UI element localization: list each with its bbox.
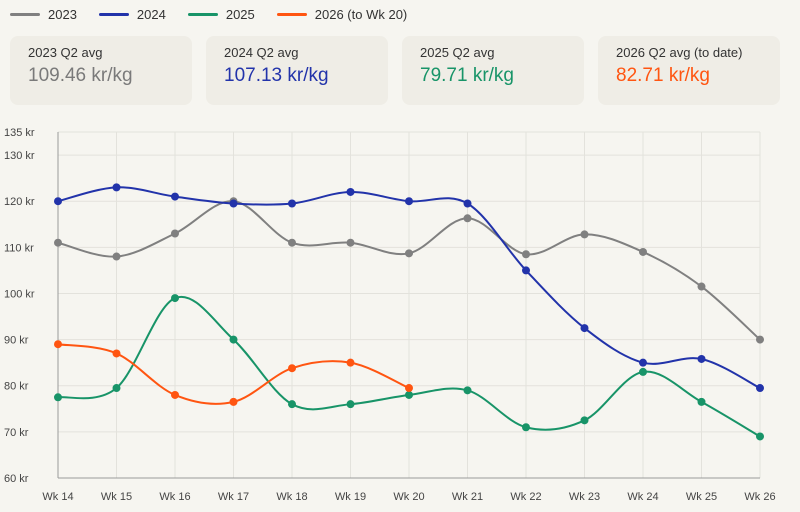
legend-swatch-2023 — [10, 12, 40, 16]
y-tick-label: 70 kr — [4, 427, 29, 439]
data-point-2023 — [697, 282, 706, 291]
legend-swatch-2026 — [276, 12, 307, 16]
legend-item-2025[interactable]: 2025 — [187, 6, 255, 22]
data-point-2024 — [697, 354, 706, 363]
data-point-2025 — [346, 400, 355, 409]
data-point-2026 — [112, 349, 121, 358]
data-point-2025 — [112, 384, 121, 393]
data-point-2025 — [697, 397, 706, 406]
summary-card-2024: 2024 Q2 avg 107.13 kr/kg — [206, 36, 388, 105]
x-tick-label: Wk 24 — [627, 491, 658, 503]
data-point-2023 — [639, 247, 647, 256]
data-point-2024 — [171, 192, 179, 201]
data-point-2026 — [346, 358, 355, 367]
card-title-2023: 2023 Q2 avg — [28, 45, 103, 60]
data-point-2025 — [639, 367, 647, 376]
data-point-2023 — [171, 229, 179, 238]
data-point-2024 — [54, 197, 62, 206]
data-point-2025 — [54, 393, 62, 402]
data-point-2026 — [288, 364, 296, 373]
data-point-2024 — [580, 324, 589, 333]
legend-label-2026: 2026 (to Wk 20) — [314, 6, 408, 22]
legend-item-2026[interactable]: 2026 (to Wk 20) — [276, 6, 408, 22]
summary-card-2023: 2023 Q2 avg 109.46 kr/kg — [10, 36, 192, 105]
x-tick-label: Wk 21 — [452, 491, 483, 503]
data-point-2023 — [288, 238, 296, 247]
data-point-2026 — [171, 390, 179, 399]
y-tick-label: 90 kr — [4, 335, 29, 347]
card-value-2024: 107.13 kr/kg — [224, 65, 329, 86]
line-chart: 60 kr 70 kr 80 kr 90 kr 100 kr 110 kr 120 kr 13… — [4, 127, 776, 503]
data-point-2025 — [580, 416, 589, 425]
data-point-2024 — [405, 197, 413, 206]
data-point-2024 — [229, 199, 238, 208]
data-point-2024 — [288, 199, 296, 208]
y-tick-label: 60 kr — [4, 473, 29, 485]
data-point-2024 — [756, 384, 764, 393]
data-point-2026 — [405, 384, 413, 393]
data-point-2025 — [288, 400, 296, 409]
card-value-2023: 109.46 kr/kg — [28, 65, 133, 86]
x-tick-label: Wk 17 — [218, 491, 249, 503]
legend-label-2024: 2024 — [136, 6, 166, 22]
data-point-2024 — [522, 266, 530, 275]
x-tick-label: Wk 16 — [159, 491, 190, 503]
x-tick-label: Wk 18 — [276, 491, 307, 503]
x-tick-label: Wk 20 — [393, 491, 424, 503]
data-point-2026 — [54, 340, 62, 349]
data-point-2025 — [405, 390, 413, 399]
y-tick-label: 135 kr — [4, 127, 35, 139]
data-point-2025 — [756, 432, 764, 441]
data-point-2023 — [580, 230, 589, 239]
x-tick-label: Wk 15 — [101, 491, 132, 503]
data-point-2023 — [54, 238, 62, 247]
data-point-2025 — [229, 335, 238, 344]
data-point-2023 — [522, 250, 530, 259]
y-tick-label: 80 kr — [4, 381, 29, 393]
y-tick-label: 130 kr — [4, 150, 35, 162]
y-tick-label: 110 kr — [4, 242, 34, 254]
x-tick-label: Wk 22 — [510, 491, 541, 503]
chart-legend: 2023 2024 2025 2026 (to Wk 20) — [10, 4, 407, 24]
y-tick-label: 120 kr — [4, 196, 35, 208]
legend-swatch-2025 — [187, 12, 218, 16]
legend-item-2023[interactable]: 2023 — [10, 7, 77, 22]
data-point-2024 — [112, 183, 121, 192]
legend-item-2024[interactable]: 2024 — [98, 6, 166, 22]
x-tick-label: Wk 25 — [686, 491, 717, 503]
data-point-2024 — [639, 358, 647, 367]
data-point-2025 — [463, 386, 472, 395]
y-tick-label: 100 kr — [4, 288, 35, 300]
x-tick-label: Wk 23 — [569, 491, 600, 503]
data-point-2023 — [112, 252, 121, 261]
data-point-2026 — [229, 397, 238, 406]
data-point-2025 — [171, 294, 179, 303]
summary-cards: 2023 Q2 avg 109.46 kr/kg 2024 Q2 avg 107… — [10, 36, 780, 105]
x-tick-label: Wk 26 — [744, 491, 775, 503]
data-point-2023 — [346, 238, 355, 247]
card-value-2026: 82.71 kr/kg — [616, 65, 710, 86]
card-title-2024: 2024 Q2 avg — [224, 45, 299, 60]
legend-label-2025: 2025 — [225, 6, 255, 22]
card-title-2026: 2026 Q2 avg (to date) — [616, 45, 743, 60]
card-value-2025: 79.71 kr/kg — [420, 65, 514, 86]
card-title-2025: 2025 Q2 avg — [420, 45, 495, 60]
x-tick-label: Wk 14 — [42, 491, 73, 503]
data-point-2024 — [463, 199, 472, 208]
legend-label-2023: 2023 — [48, 6, 77, 22]
data-point-2024 — [346, 187, 355, 196]
data-point-2023 — [756, 335, 764, 344]
legend-swatch-2024 — [98, 12, 129, 16]
data-point-2023 — [463, 214, 472, 223]
summary-card-2025: 2025 Q2 avg 79.71 kr/kg — [402, 36, 584, 105]
data-point-2025 — [522, 423, 530, 432]
x-tick-label: Wk 19 — [335, 491, 366, 503]
data-point-2023 — [405, 249, 413, 258]
summary-card-2026: 2026 Q2 avg (to date) 82.71 kr/kg — [598, 36, 780, 105]
